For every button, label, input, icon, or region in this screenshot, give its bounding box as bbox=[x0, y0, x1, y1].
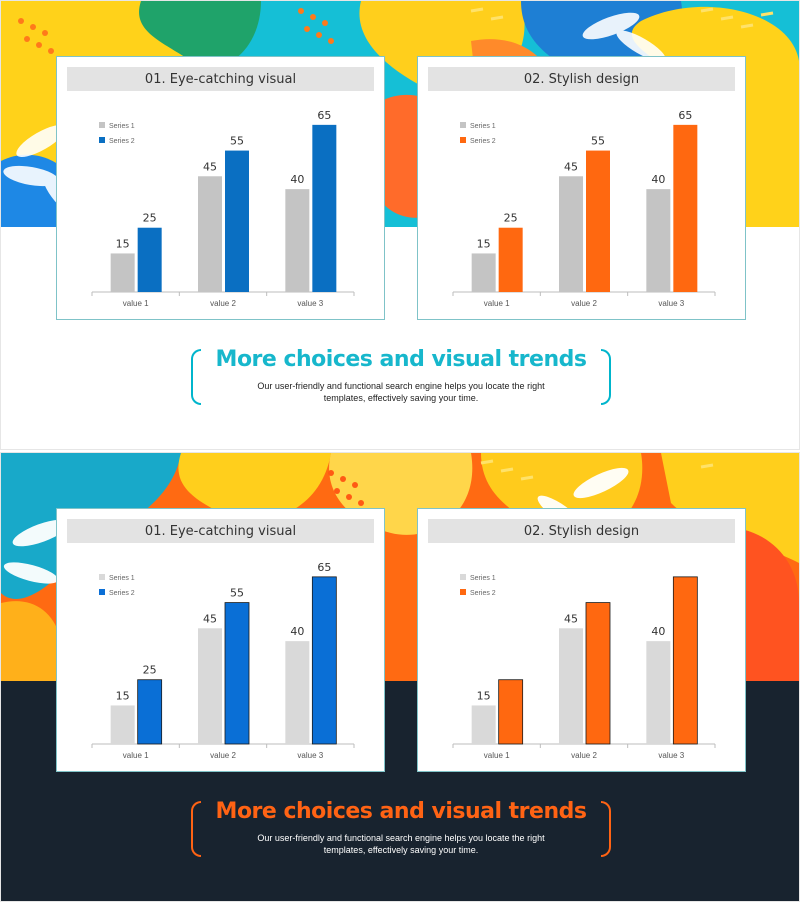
slide-dark: 01. Eye-catching visual Series 1 Series 2… bbox=[0, 452, 800, 902]
legend-label: Series 2 bbox=[470, 590, 496, 597]
data-label: 40 bbox=[290, 625, 304, 638]
bar bbox=[225, 150, 249, 292]
left-bracket bbox=[191, 801, 201, 857]
data-label: 40 bbox=[651, 625, 665, 638]
bar bbox=[471, 705, 496, 744]
x-tick-label: value 2 bbox=[571, 299, 597, 308]
bar bbox=[585, 602, 611, 745]
x-tick-label: value 2 bbox=[210, 299, 236, 308]
body-text: Our user-friendly and functional search … bbox=[246, 832, 556, 856]
legend-label: Series 1 bbox=[109, 575, 135, 582]
x-tick-label: value 3 bbox=[297, 751, 323, 760]
chart-card-stylish: 02. Stylish design Series 1 Series 2 15 val… bbox=[417, 508, 746, 772]
bar bbox=[471, 253, 496, 292]
x-tick-label: value 3 bbox=[658, 299, 684, 308]
body-line: templates, effectively saving your time. bbox=[323, 845, 479, 855]
legend-label: Series 1 bbox=[109, 123, 135, 130]
legend-swatch bbox=[460, 574, 466, 580]
bar bbox=[137, 227, 162, 292]
legend-swatch bbox=[99, 589, 105, 595]
legend-label: Series 1 bbox=[470, 575, 496, 582]
bar-chart: Series 1 Series 2 15 25 value 1 45 55 value 2 40… bbox=[91, 561, 355, 760]
data-label: 25 bbox=[143, 664, 157, 677]
bar bbox=[586, 150, 610, 292]
data-label: 65 bbox=[678, 109, 692, 122]
bar-chart: Series 1 Series 2 15 25 value 1 45 55 value 2 40… bbox=[91, 109, 355, 308]
bar-chart: Series 1 Series 2 15 25 value 1 45 55 value 2 40… bbox=[452, 109, 716, 308]
left-bracket bbox=[191, 349, 201, 405]
bar bbox=[285, 641, 310, 744]
chart-card-eye-catching: 01. Eye-catching visual Series 1 Series 2… bbox=[56, 56, 385, 320]
legend-swatch bbox=[460, 589, 466, 595]
bar bbox=[559, 628, 583, 744]
legend-label: Series 2 bbox=[470, 138, 496, 145]
bar bbox=[498, 227, 523, 292]
bar bbox=[672, 576, 698, 745]
data-label: 55 bbox=[591, 135, 605, 148]
data-label: 45 bbox=[564, 612, 578, 625]
data-label: 40 bbox=[651, 173, 665, 186]
bar bbox=[646, 641, 671, 744]
x-tick-label: value 2 bbox=[571, 751, 597, 760]
bar bbox=[110, 705, 135, 744]
data-label: 45 bbox=[203, 160, 217, 173]
data-label: 55 bbox=[230, 135, 244, 148]
caption-block: More choices and visual trends Our user-… bbox=[191, 347, 611, 407]
bar bbox=[285, 189, 310, 292]
data-label: 25 bbox=[143, 212, 157, 225]
legend-label: Series 2 bbox=[109, 138, 135, 145]
data-label: 65 bbox=[317, 109, 331, 122]
data-label: 15 bbox=[116, 689, 130, 702]
body-line: Our user-friendly and functional search … bbox=[257, 381, 545, 391]
chart-title: 01. Eye-catching visual bbox=[67, 67, 374, 91]
bar bbox=[646, 189, 671, 292]
data-label: 40 bbox=[290, 173, 304, 186]
bar bbox=[311, 576, 337, 745]
data-label: 15 bbox=[116, 237, 130, 250]
chart-card-eye-catching: 01. Eye-catching visual Series 1 Series 2… bbox=[56, 508, 385, 772]
data-label: 15 bbox=[477, 237, 491, 250]
data-label: 25 bbox=[504, 212, 518, 225]
legend-label: Series 2 bbox=[109, 590, 135, 597]
chart-card-stylish: 02. Stylish design Series 1 Series 2 15 25 v… bbox=[417, 56, 746, 320]
legend-swatch bbox=[99, 122, 105, 128]
headline: More choices and visual trends bbox=[215, 799, 587, 824]
x-tick-label: value 1 bbox=[484, 751, 510, 760]
legend-label: Series 1 bbox=[470, 123, 496, 130]
bar bbox=[673, 124, 698, 292]
x-tick-label: value 1 bbox=[123, 751, 149, 760]
x-tick-label: value 1 bbox=[123, 299, 149, 308]
data-label: 45 bbox=[564, 160, 578, 173]
bar bbox=[224, 602, 250, 745]
legend-swatch bbox=[460, 137, 466, 143]
bar bbox=[110, 253, 135, 292]
bar bbox=[498, 679, 524, 745]
legend-swatch bbox=[460, 122, 466, 128]
x-tick-label: value 3 bbox=[297, 299, 323, 308]
data-label: 65 bbox=[317, 561, 331, 574]
chart-title: 01. Eye-catching visual bbox=[67, 519, 374, 543]
x-tick-label: value 3 bbox=[658, 751, 684, 760]
legend-swatch bbox=[99, 574, 105, 580]
body-text: Our user-friendly and functional search … bbox=[246, 380, 556, 404]
bar bbox=[137, 679, 163, 745]
slide-light: 01. Eye-catching visual Series 1 Series 2… bbox=[0, 0, 800, 450]
data-label: 55 bbox=[230, 587, 244, 600]
bar-chart: Series 1 Series 2 15 value 1 45 value 2 40 valu… bbox=[452, 574, 716, 760]
data-label: 45 bbox=[203, 612, 217, 625]
legend-swatch bbox=[99, 137, 105, 143]
bar bbox=[198, 176, 222, 292]
data-label: 15 bbox=[477, 689, 491, 702]
chart-title: 02. Stylish design bbox=[428, 67, 735, 91]
bar bbox=[198, 628, 222, 744]
headline: More choices and visual trends bbox=[215, 347, 587, 372]
chart-title: 02. Stylish design bbox=[428, 519, 735, 543]
bar bbox=[559, 176, 583, 292]
caption-block: More choices and visual trends Our user-… bbox=[191, 799, 611, 859]
x-tick-label: value 2 bbox=[210, 751, 236, 760]
x-tick-label: value 1 bbox=[484, 299, 510, 308]
body-line: Our user-friendly and functional search … bbox=[257, 833, 545, 843]
body-line: templates, effectively saving your time. bbox=[323, 393, 479, 403]
bar bbox=[312, 124, 337, 292]
